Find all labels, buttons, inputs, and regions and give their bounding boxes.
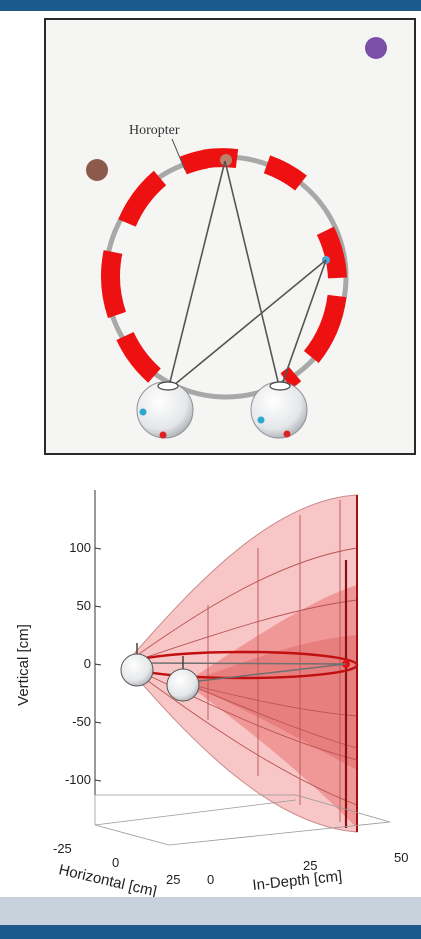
y-axis-label: Vertical [cm] (15, 624, 32, 706)
floor-grid (94, 794, 391, 846)
header-bar (0, 0, 421, 11)
z-tick-label: 0 (207, 872, 214, 887)
sight-line (181, 663, 347, 684)
purple-target-dot (365, 37, 387, 59)
fixation-point (220, 154, 232, 166)
horopter-label: Horopter (129, 123, 180, 138)
horopter-segments (101, 148, 347, 389)
y-tick-label: -100 (65, 772, 91, 787)
y-tick-label: 100 (69, 540, 91, 555)
x-tick-label: 0 (112, 855, 119, 870)
sight-line (139, 662, 347, 665)
footer-bar (0, 925, 421, 939)
surface-mesh (124, 500, 358, 822)
x-tick-label: 25 (166, 872, 180, 887)
y-tick-label: 50 (77, 598, 91, 613)
x-tick-label: -25 (53, 841, 72, 856)
horopter-segment (116, 331, 161, 383)
horopter-segment (303, 294, 347, 363)
right-eye-3d (166, 668, 200, 702)
right-eye (250, 381, 308, 439)
x-axis-label: Horizontal [cm] (57, 861, 158, 900)
horopter-leader-line (171, 138, 186, 171)
horopter-segment (118, 170, 167, 227)
horopter-segment (280, 366, 302, 389)
z-axis-label: In-Depth [cm] (252, 868, 343, 894)
horopter-segment (316, 226, 347, 279)
surface-core (185, 635, 357, 770)
z-tick-label: 50 (394, 850, 408, 865)
footer-strip (0, 897, 421, 925)
horopter-segment (101, 250, 127, 319)
horopter-segment (263, 155, 307, 191)
y-axis-ticks (94, 547, 102, 782)
horopter-diagram-frame (44, 18, 416, 455)
y-tick-label: -50 (72, 714, 91, 729)
y-tick-label: 0 (84, 656, 91, 671)
brown-target-dot (86, 159, 108, 181)
left-eye-3d (120, 653, 154, 687)
z-tick-label: 25 (303, 858, 317, 873)
left-eye (136, 381, 194, 439)
